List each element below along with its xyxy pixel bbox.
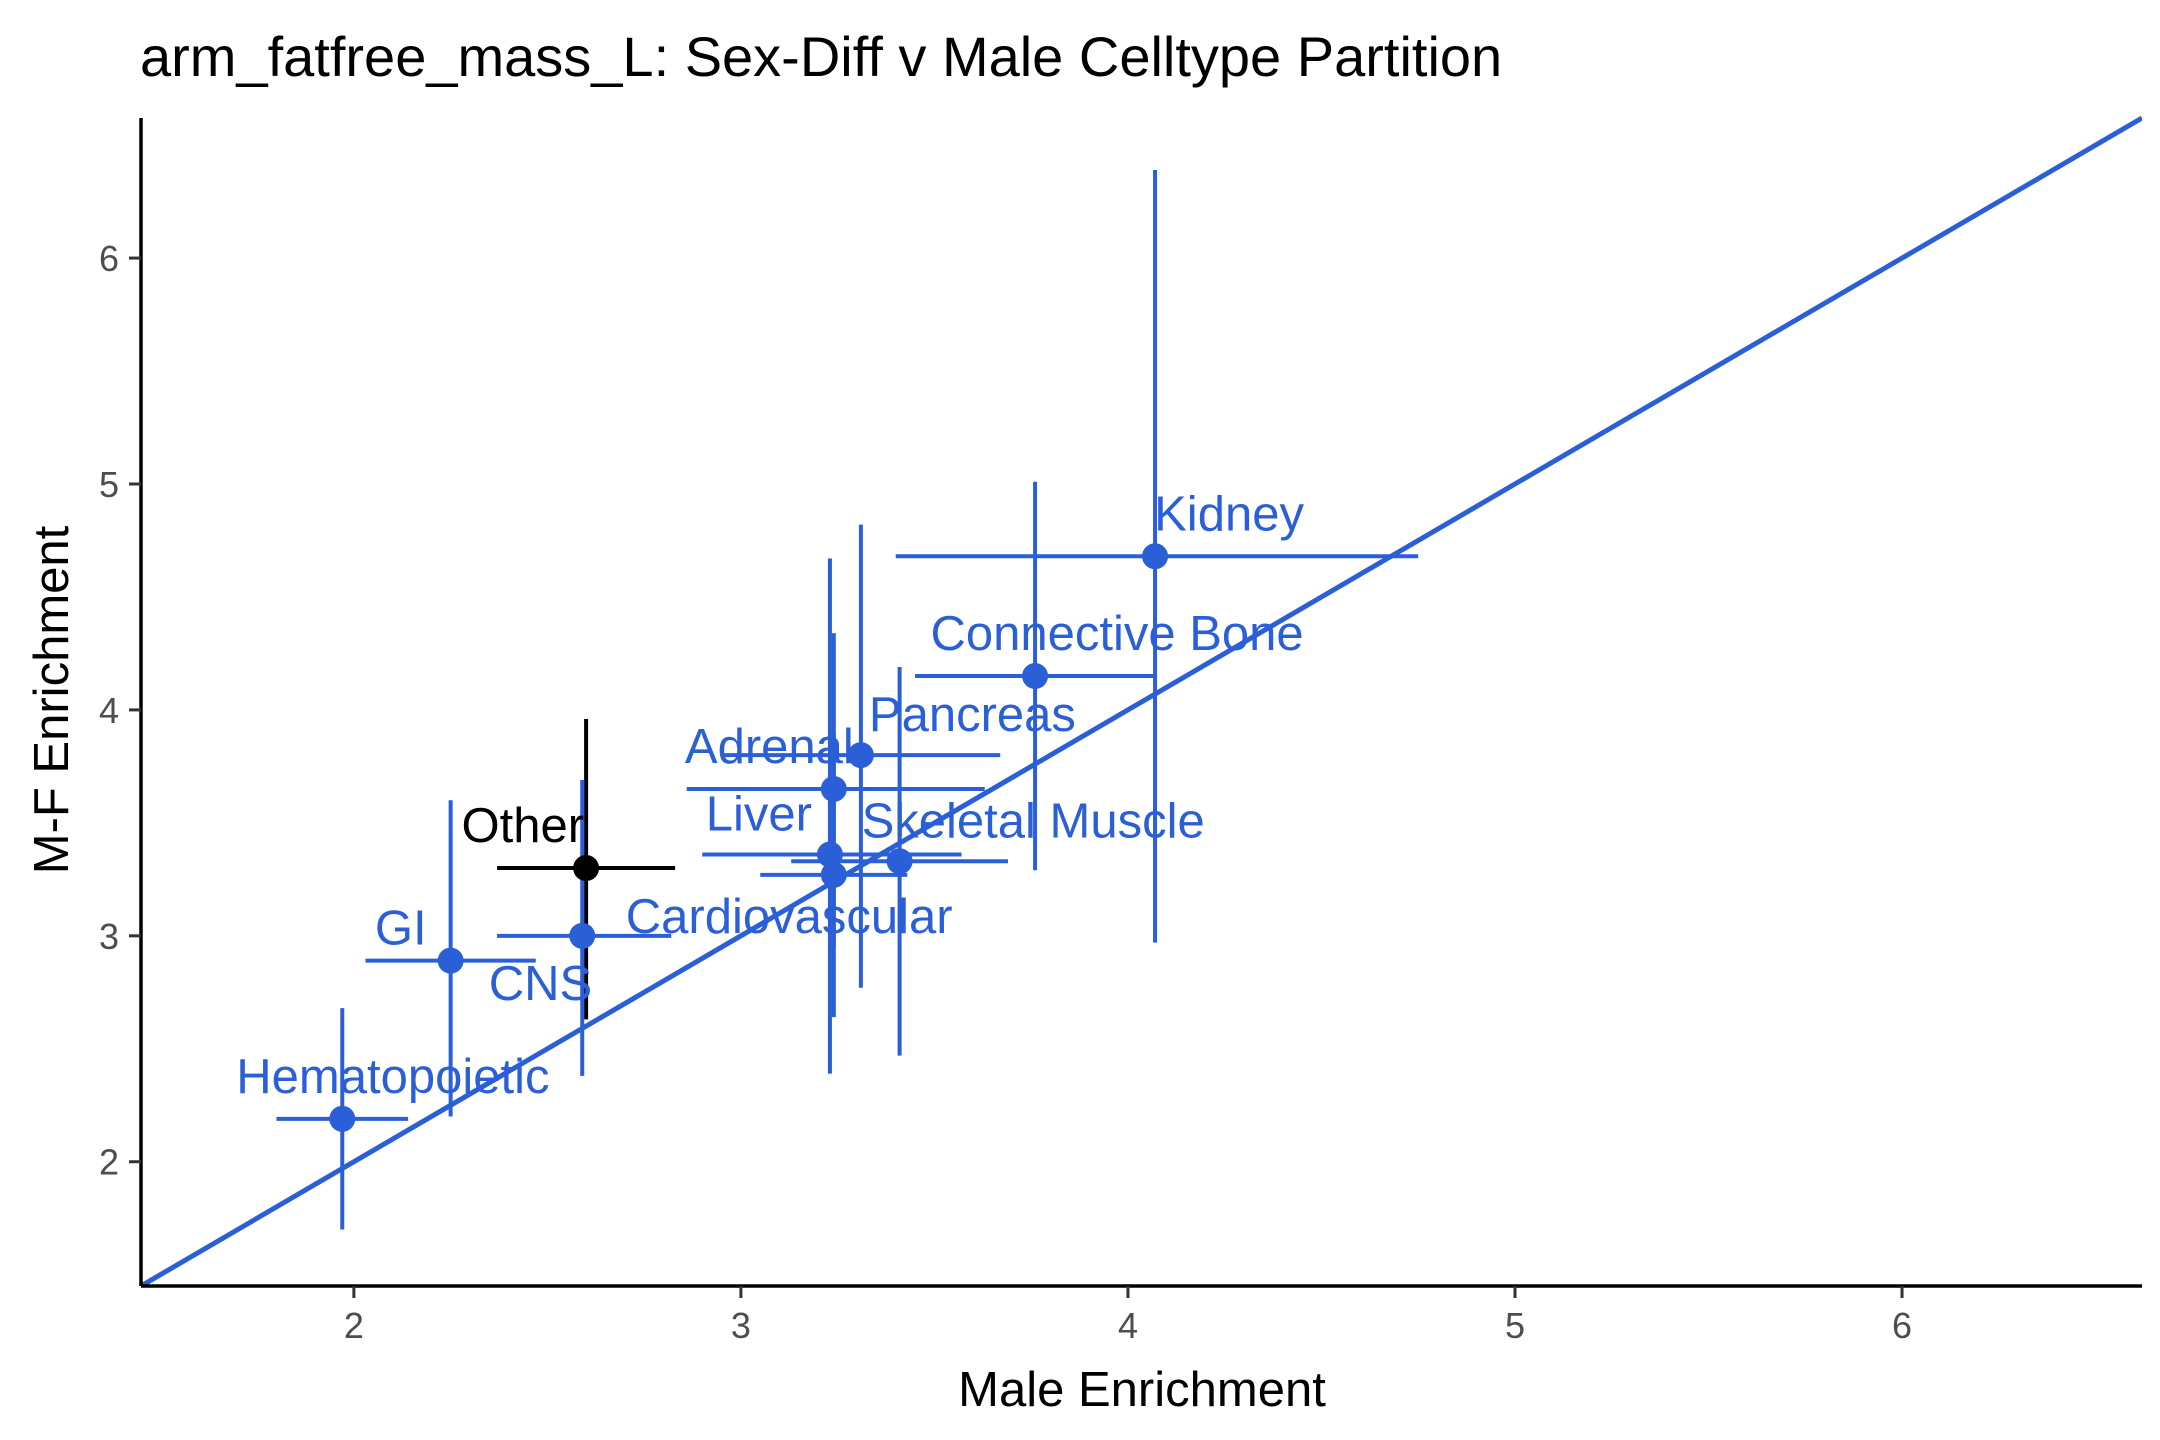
- point-label-other: Other: [462, 799, 585, 853]
- x-axis-title: Male Enrichment: [958, 1363, 1326, 1417]
- x-tick-label-4: 4: [1118, 1305, 1138, 1346]
- y-tick-label-6: 6: [99, 238, 119, 279]
- point-cardiovascular: [820, 861, 847, 888]
- point-pancreas: [847, 742, 874, 769]
- y-tick-label-2: 2: [99, 1142, 119, 1183]
- point-hematopoietic: [329, 1105, 356, 1132]
- x-tick-label-3: 3: [731, 1305, 751, 1346]
- point-adrenal: [820, 775, 847, 802]
- point-label-connective-bone: Connective Bone: [930, 607, 1303, 661]
- point-liver: [816, 841, 843, 868]
- plot-area: Kidney Connective Bone Adrenal Pancreas Live…: [141, 115, 2142, 1286]
- y-axis-title: M-F Enrichment: [25, 525, 79, 874]
- x-tick-label-6: 6: [1892, 1305, 1912, 1346]
- chart-title: arm_fatfree_mass_L: Sex-Diff v Male Cell…: [140, 25, 1502, 88]
- point-label-pancreas: Pancreas: [869, 688, 1076, 742]
- x-tick-label-2: 2: [344, 1305, 364, 1346]
- point-kidney: [1142, 543, 1169, 570]
- point-connective-bone: [1022, 663, 1049, 690]
- point-label-gi: GI: [375, 902, 427, 956]
- point-label-adrenal: Adrenal: [685, 720, 854, 774]
- point-label-liver: Liver: [706, 787, 812, 841]
- axes: 2 3 4 5 6 2 3 4 5 6: [99, 118, 2142, 1346]
- y-tick-label-4: 4: [99, 690, 119, 731]
- point-label-hematopoietic: Hematopoietic: [236, 1050, 549, 1104]
- point-label-kidney: Kidney: [1154, 487, 1304, 541]
- point-skeletal-muscle: [886, 848, 913, 875]
- identity-reference-line: [141, 115, 2142, 1286]
- point-label-cns: CNS: [489, 957, 592, 1011]
- point-cns: [569, 922, 596, 949]
- point-gi: [437, 947, 464, 974]
- point-other: [573, 855, 600, 882]
- point-label-cardiovascular: Cardiovascular: [626, 890, 953, 944]
- point-label-skeletal-muscle: Skeletal Muscle: [862, 794, 1205, 848]
- x-tick-label-5: 5: [1505, 1305, 1525, 1346]
- y-tick-label-3: 3: [99, 916, 119, 957]
- y-tick-label-5: 5: [99, 464, 119, 505]
